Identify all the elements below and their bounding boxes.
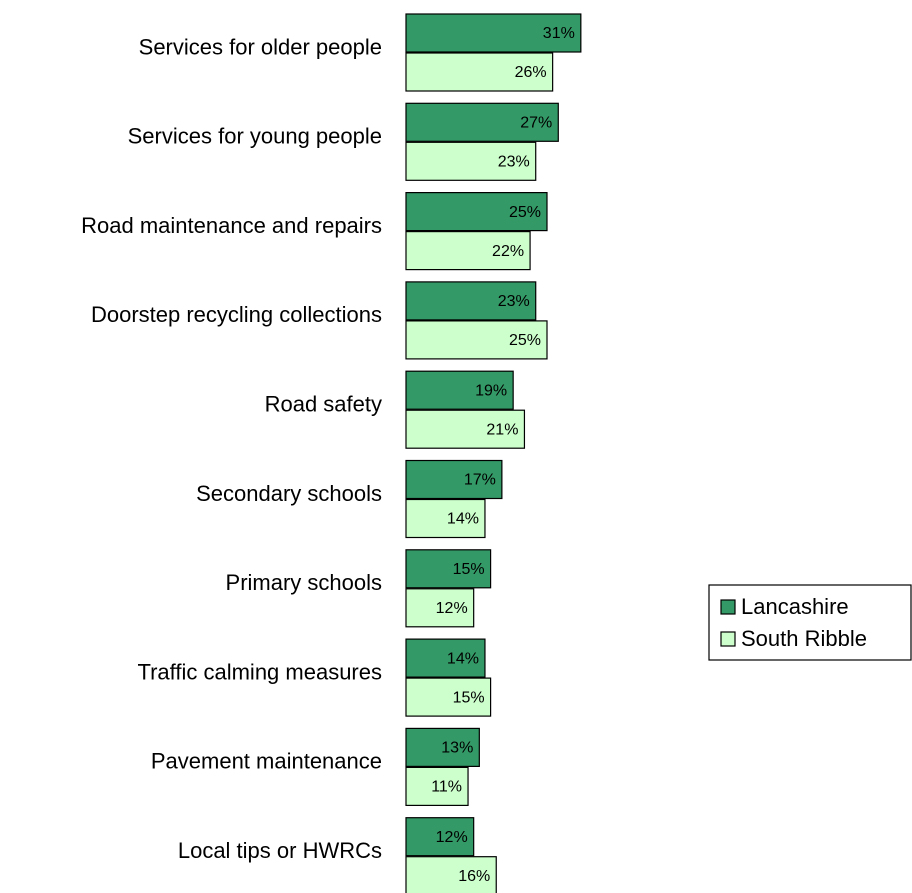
data-label: 19% [475, 382, 507, 399]
data-label: 12% [436, 829, 468, 846]
data-label: 26% [515, 64, 547, 81]
legend-swatch [720, 631, 736, 647]
bar-south-ribble [405, 588, 475, 628]
data-label: 11% [431, 779, 462, 796]
data-label: 25% [509, 204, 541, 221]
bar-south-ribble [405, 856, 497, 893]
data-label: 17% [464, 472, 496, 489]
bar-south-ribble [405, 498, 486, 539]
category-label: Traffic calming measures [137, 659, 382, 684]
data-label: 15% [453, 561, 485, 578]
bar-lancashire [405, 817, 475, 857]
data-label: 14% [447, 650, 479, 667]
bar-lancashire [405, 370, 514, 410]
bar-south-ribble [405, 320, 548, 360]
data-label: 31% [543, 25, 575, 42]
data-label: 25% [509, 332, 541, 349]
bar-lancashire [405, 102, 559, 142]
data-label: 16% [458, 868, 490, 885]
data-label: 15% [453, 689, 485, 706]
legend-label: Lancashire [741, 594, 849, 619]
bar-lancashire [405, 281, 537, 321]
data-label: 27% [520, 115, 552, 132]
bars [405, 13, 582, 893]
data-labels: 31% 26% 27% 23% 25% 22% 23% 25% 19% 21% 17% 14% 15% 1… [431, 25, 575, 885]
bar-south-ribble [405, 231, 531, 271]
bar-south-ribble [405, 409, 526, 449]
legend: Lancashire South Ribble [708, 584, 912, 661]
category-label: Doorstep recycling collections [91, 302, 382, 327]
category-label: Services for young people [128, 124, 382, 149]
bar-lancashire [405, 727, 480, 768]
data-label: 12% [436, 600, 468, 617]
category-label: Road maintenance and repairs [81, 213, 382, 238]
bar-lancashire [405, 192, 548, 232]
bar-lancashire [405, 638, 486, 678]
data-label: 23% [498, 154, 530, 171]
data-label: 23% [498, 293, 530, 310]
bar-south-ribble [405, 766, 469, 807]
bar-lancashire [405, 13, 582, 53]
legend-label: South Ribble [741, 626, 867, 651]
bar-south-ribble [405, 52, 554, 92]
category-label: Pavement maintenance [151, 749, 382, 774]
category-label: Road safety [265, 392, 382, 417]
category-label: Local tips or HWRCs [178, 838, 382, 863]
bar-lancashire [405, 459, 503, 500]
category-label: Secondary schools [196, 481, 382, 506]
data-label: 21% [486, 421, 518, 438]
data-label: 14% [447, 511, 479, 528]
category-label: Primary schools [226, 570, 382, 595]
legend-box [708, 584, 912, 661]
category-labels: Services for older people Services for yo… [81, 34, 382, 863]
bar-south-ribble [405, 677, 492, 717]
data-label: 13% [441, 740, 473, 757]
legend-swatch [720, 599, 736, 615]
bar-south-ribble [405, 141, 537, 181]
bar-lancashire [405, 549, 492, 589]
data-label: 22% [492, 243, 524, 260]
category-label: Services for older people [139, 34, 382, 59]
